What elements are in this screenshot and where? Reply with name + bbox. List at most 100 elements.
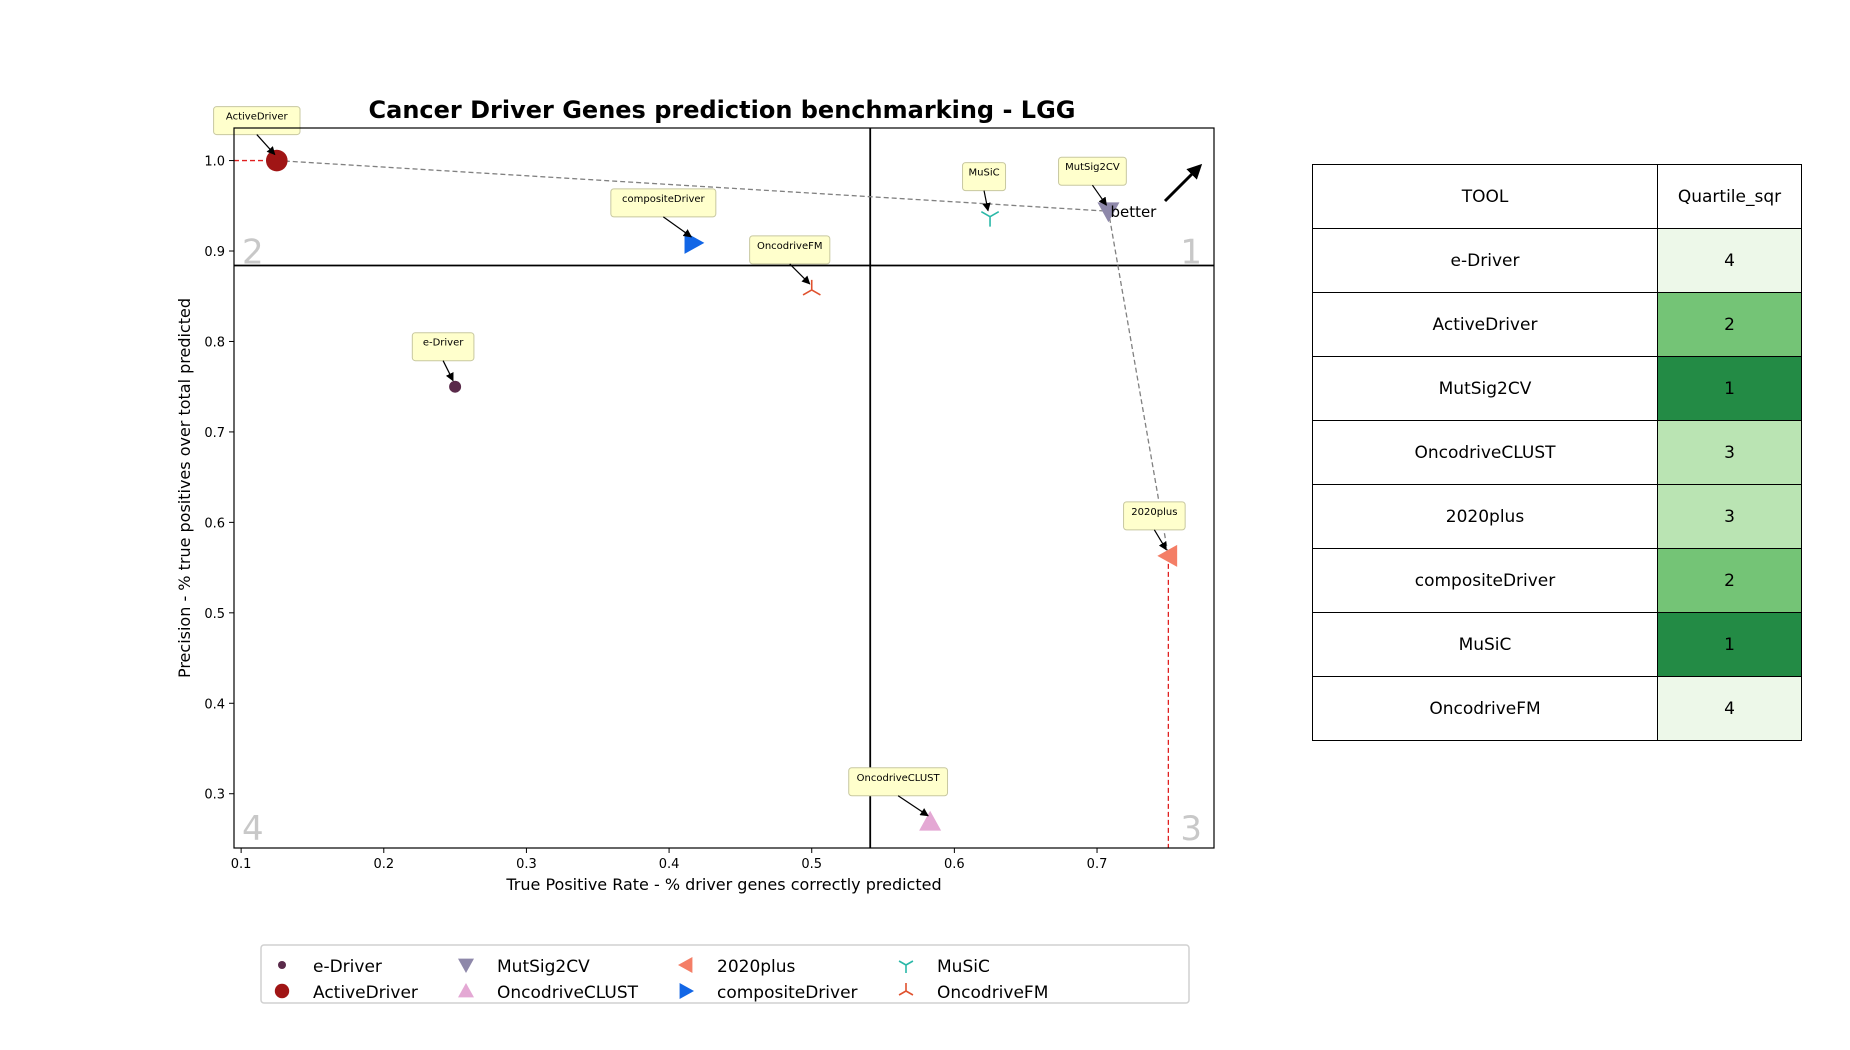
- annotation-label-mutsig2cv: MutSig2CV: [1065, 162, 1120, 173]
- table-cell-quartile: 2: [1657, 548, 1802, 613]
- data-point-compositedriver: compositeDriver: [610, 188, 717, 254]
- data-point-music: MuSiC: [962, 162, 1007, 227]
- legend: e-Driver ActiveDriver MutSig2CV OncodriveCL…: [260, 944, 1190, 1004]
- table-header-row: TOOL Quartile_sqr: [1312, 164, 1802, 229]
- data-point-2020plus: 2020plus: [1123, 501, 1186, 567]
- annotation-label-oncodriveclust: OncodriveCLUST: [857, 773, 941, 784]
- data-point-mutsig2cv: MutSig2CV: [1058, 156, 1127, 223]
- header-tool: TOOL: [1312, 164, 1658, 229]
- annotation-label-2020plus: 2020plus: [1131, 507, 1177, 518]
- table-cell-tool: 2020plus: [1312, 484, 1658, 549]
- x-tick-label: 0.3: [516, 857, 537, 872]
- annotation-arrow-mutsig2cv: [1091, 184, 1107, 206]
- legend-label-oncodrivefm: OncodriveFM: [937, 983, 1048, 1003]
- annotation-label-compositedriver: compositeDriver: [622, 194, 706, 205]
- y-tick-label: 0.9: [204, 245, 225, 260]
- legend-item-e-driver: e-Driver: [278, 957, 382, 977]
- plot-frame: [233, 127, 1215, 849]
- x-tick-label: 0.1: [231, 857, 252, 872]
- data-point-marker-compositedriver: [684, 231, 705, 254]
- y-tick-label: 0.5: [204, 607, 225, 622]
- legend-item-activedriver: ActiveDriver: [274, 983, 418, 1003]
- data-point-marker-oncodriveclust: [919, 810, 942, 831]
- legend-marker-2020plus: [678, 957, 693, 973]
- legend-marker-oncodriveclust: [458, 983, 474, 998]
- legend-item-compositedriver: compositeDriver: [679, 983, 858, 1003]
- annotation-arrow-oncodriveclust: [897, 795, 929, 817]
- table-cell-tool: MutSig2CV: [1312, 356, 1658, 421]
- legend-marker-mutsig2cv: [458, 958, 474, 973]
- legend-label-e-driver: e-Driver: [313, 957, 382, 977]
- x-tick-label: 0.4: [659, 857, 680, 872]
- legend-label-mutsig2cv: MutSig2CV: [497, 957, 590, 977]
- table-cell-tool: MuSiC: [1312, 612, 1658, 677]
- table-row: MutSig2CV 1: [1312, 356, 1802, 421]
- y-tick-label: 1.0: [204, 155, 225, 170]
- quadrant-label-3: 3: [1180, 809, 1202, 849]
- annotation-arrow-2020plus: [1153, 529, 1167, 551]
- table-cell-quartile: 2: [1657, 292, 1802, 357]
- annotation-arrow-music: [982, 190, 991, 212]
- table-row: compositeDriver 2: [1312, 548, 1802, 613]
- header-quartile: Quartile_sqr: [1657, 164, 1802, 229]
- annotation-label-e-driver: e-Driver: [423, 338, 464, 349]
- table-cell-tool: compositeDriver: [1312, 548, 1658, 613]
- quartile-table: TOOL Quartile_sqr e-Driver 4 ActiveDriver 2…: [1312, 164, 1802, 741]
- table-cell-tool: ActiveDriver: [1312, 292, 1658, 357]
- data-point-oncodrivefm: OncodriveFM: [749, 235, 831, 296]
- legend-marker-activedriver: [274, 983, 290, 999]
- table-cell-quartile: 4: [1657, 228, 1802, 293]
- better-label: better: [1110, 203, 1157, 221]
- legend-item-music: MuSiC: [898, 957, 990, 977]
- quadrant-label-2: 2: [242, 232, 264, 272]
- y-tick-label: 0.4: [204, 697, 225, 712]
- table-row: OncodriveFM 4: [1312, 676, 1802, 741]
- y-axis-label: Precision - % true positives over total …: [175, 298, 194, 678]
- legend-item-2020plus: 2020plus: [678, 957, 796, 977]
- table-cell-tool: OncodriveFM: [1312, 676, 1658, 741]
- annotation-label-music: MuSiC: [969, 168, 1000, 179]
- legend-label-2020plus: 2020plus: [717, 957, 796, 977]
- y-tick-label: 0.8: [204, 335, 225, 350]
- legend-label-oncodriveclust: OncodriveCLUST: [497, 983, 639, 1003]
- annotation-arrow-compositedriver: [662, 216, 693, 238]
- legend-marker-oncodrivefm: [898, 983, 914, 996]
- table-cell-quartile: 3: [1657, 420, 1802, 485]
- x-tick-label: 0.2: [373, 857, 394, 872]
- y-tick-label: 0.3: [204, 788, 225, 803]
- data-point-oncodriveclust: OncodriveCLUST: [848, 767, 949, 831]
- table-row: e-Driver 4: [1312, 228, 1802, 293]
- legend-marker-music: [898, 960, 914, 973]
- legend-label-compositedriver: compositeDriver: [717, 983, 858, 1003]
- legend-label-music: MuSiC: [937, 957, 990, 977]
- y-tick-label: 0.7: [204, 426, 225, 441]
- table-row: MuSiC 1: [1312, 612, 1802, 677]
- table-row: ActiveDriver 2: [1312, 292, 1802, 357]
- table-row: 2020plus 3: [1312, 484, 1802, 549]
- x-axis-label: True Positive Rate - % driver genes corr…: [505, 875, 941, 894]
- x-tick-label: 0.7: [1087, 857, 1108, 872]
- x-tick-label: 0.6: [944, 857, 965, 872]
- annotation-label-activedriver: ActiveDriver: [226, 112, 289, 123]
- data-point-e-driver: e-Driver: [411, 332, 475, 393]
- annotation-arrow-activedriver: [256, 134, 276, 156]
- annotation-label-oncodrivefm: OncodriveFM: [757, 241, 823, 252]
- x-tick-label: 0.5: [801, 857, 822, 872]
- table-cell-quartile: 1: [1657, 356, 1802, 421]
- legend-item-oncodrivefm: OncodriveFM: [898, 983, 1048, 1003]
- table-cell-tool: OncodriveCLUST: [1312, 420, 1658, 485]
- table-cell-quartile: 3: [1657, 484, 1802, 549]
- data-point-marker-oncodrivefm: [802, 279, 821, 296]
- table-cell-quartile: 4: [1657, 676, 1802, 741]
- table-cell-quartile: 1: [1657, 612, 1802, 677]
- data-point-activedriver: ActiveDriver: [213, 106, 301, 172]
- annotation-box-e-driver: [411, 332, 475, 362]
- better-arrow: [1163, 163, 1203, 203]
- data-point-marker-2020plus: [1157, 544, 1178, 567]
- legend-item-oncodriveclust: OncodriveCLUST: [458, 983, 639, 1003]
- quadrant-label-1: 1: [1180, 232, 1202, 272]
- legend-box: [260, 944, 1190, 1004]
- data-point-marker-e-driver: [449, 380, 462, 393]
- legend-item-mutsig2cv: MutSig2CV: [458, 957, 590, 977]
